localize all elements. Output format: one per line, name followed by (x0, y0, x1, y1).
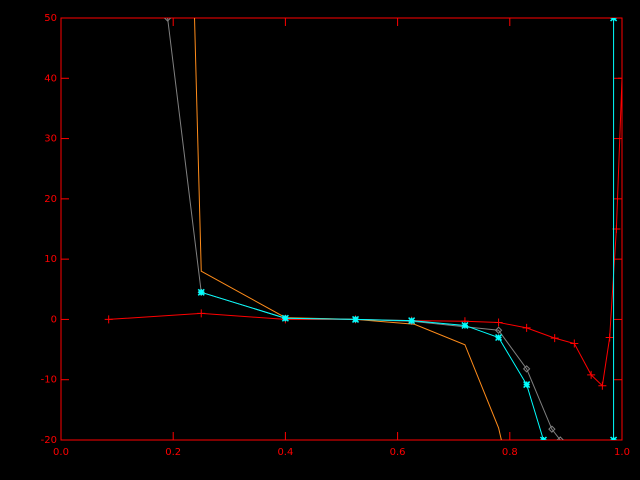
marker (570, 339, 579, 348)
marker (494, 326, 503, 334)
x-tick-label: 1.0 (614, 447, 630, 458)
marker (351, 315, 360, 323)
marker (522, 365, 531, 373)
y-tick-label: -10 (41, 375, 57, 386)
marker (618, 74, 622, 83)
marker (408, 317, 416, 325)
marker (550, 334, 559, 343)
marker (197, 309, 206, 318)
series-line (201, 18, 615, 440)
y-tick-label: 50 (44, 13, 57, 24)
marker (163, 18, 172, 22)
marker (522, 323, 531, 332)
series-line (194, 18, 502, 440)
marker (598, 381, 607, 390)
y-tick-label: 10 (44, 254, 57, 265)
y-tick-label: 0 (51, 314, 57, 325)
y-tick-label: -20 (41, 435, 57, 446)
x-tick-label: 0.6 (390, 447, 406, 458)
marker (587, 370, 596, 379)
marker (461, 321, 469, 329)
x-tick-label: 0.4 (277, 447, 293, 458)
marker (104, 315, 113, 324)
y-tick-label: 30 (44, 134, 57, 145)
marker (523, 381, 531, 389)
marker (495, 333, 503, 342)
plot-area (104, 18, 622, 440)
x-tick-label: 0.8 (502, 447, 518, 458)
marker (605, 333, 614, 342)
x-tick-label: 0.2 (165, 447, 181, 458)
axis-box (60, 17, 623, 441)
marker (494, 318, 503, 327)
marker (281, 314, 289, 322)
x-tick-label: 0.0 (53, 447, 69, 458)
y-tick-label: 20 (44, 194, 57, 205)
marker (556, 436, 564, 440)
marker (197, 288, 205, 296)
marker (548, 425, 556, 433)
y-tick-label: 40 (44, 73, 57, 84)
